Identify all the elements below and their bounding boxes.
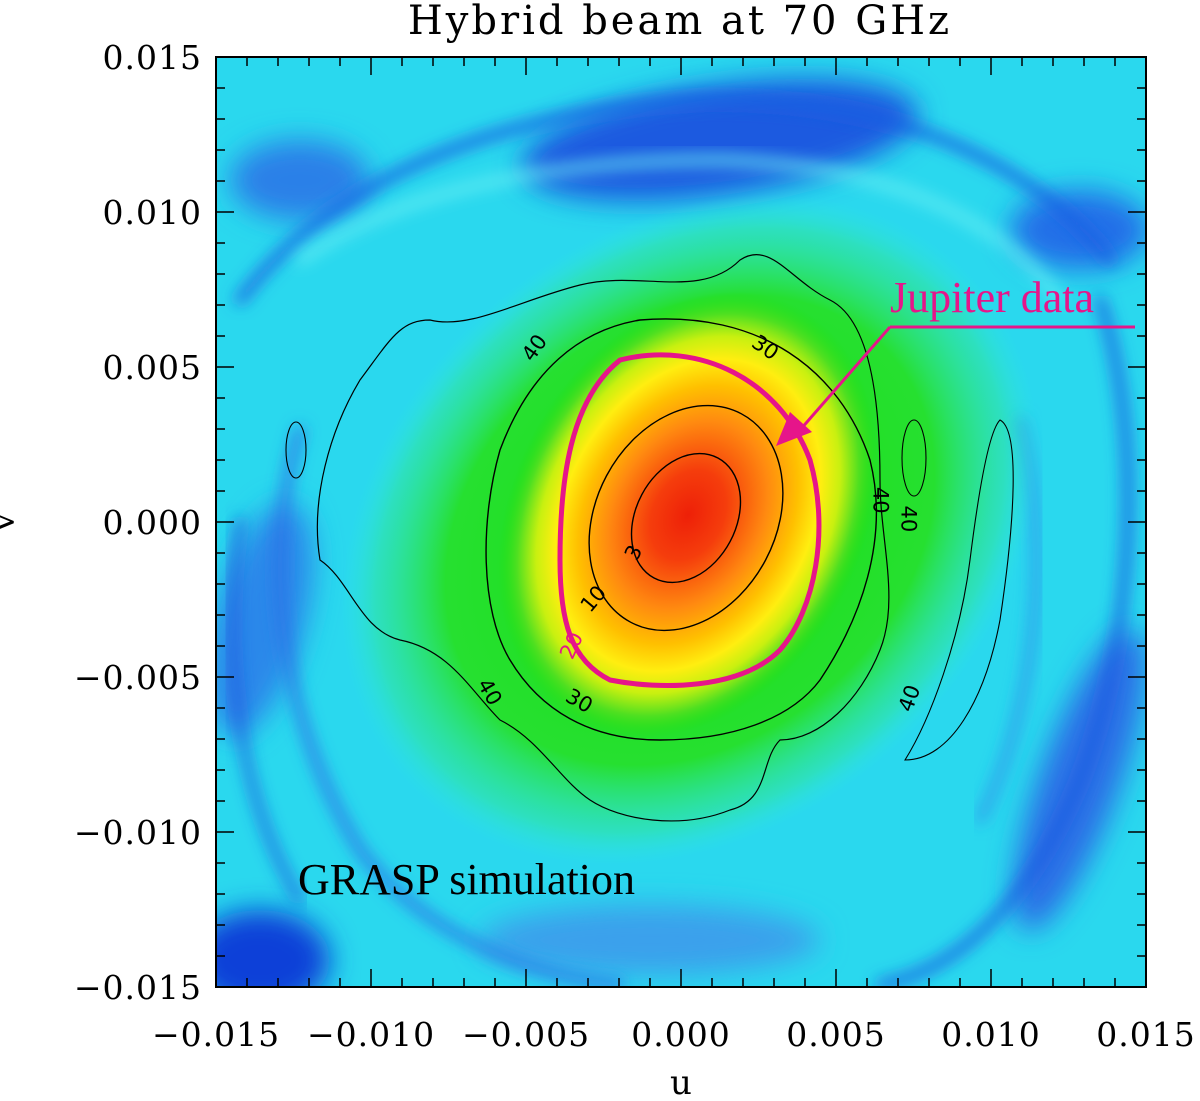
sidelobe-ring-6 — [229, 516, 304, 904]
contour-label: 40 — [868, 487, 892, 514]
axis-ticks — [215, 56, 1147, 988]
sidelobe-patch-topleft — [230, 140, 370, 220]
jupiter-data-label: Jupiter data — [890, 273, 1094, 322]
x-tick-label: 0.015 — [1096, 1015, 1195, 1054]
jupiter-arrow-line — [798, 326, 892, 431]
sidelobe-ring-5 — [275, 425, 625, 987]
y-tick-label: 0.010 — [103, 193, 202, 232]
contour-10db — [588, 404, 784, 632]
y-tick-label: −0.015 — [74, 968, 202, 1007]
sidelobe-patch-bottom — [480, 905, 820, 975]
contour-label: 40 — [896, 506, 920, 533]
beam-heatmap — [216, 57, 1146, 987]
contour-lines — [285, 254, 1014, 822]
x-tick-label: −0.005 — [462, 1015, 590, 1054]
x-tick-labels: −0.015 −0.010 −0.005 0.000 0.005 0.010 0.015 — [152, 1015, 1195, 1054]
y-tick-labels: 0.015 0.010 0.005 0.000 −0.005 −0.010 −0.015 — [74, 38, 202, 1007]
sidelobe-patch-bottomleft — [216, 910, 330, 987]
y-tick-label: 0.000 — [103, 503, 202, 542]
y-tick-label: 0.015 — [103, 38, 202, 77]
sidelobe-ring-2 — [296, 155, 1064, 304]
grasp-simulation-label: GRASP simulation — [298, 855, 635, 904]
y-tick-label: −0.010 — [74, 813, 202, 852]
y-tick-label: 0.005 — [103, 348, 202, 387]
contour-40db-island-right — [901, 419, 927, 497]
contour-30db — [485, 318, 877, 741]
x-tick-label: 0.005 — [786, 1015, 885, 1054]
beam-main-lobe — [498, 291, 878, 739]
sidelobe-ring-3 — [875, 295, 1133, 987]
y-axis-label: v — [0, 512, 23, 533]
x-tick-label: 0.010 — [941, 1015, 1040, 1054]
contour-3db — [630, 452, 742, 584]
sidelobe-rings — [229, 94, 1133, 987]
chart-title: Hybrid beam at 70 GHz — [408, 0, 952, 44]
x-tick-label: 0.000 — [631, 1015, 730, 1054]
y-tick-label: −0.005 — [74, 658, 202, 697]
contour-20db-jupiter — [557, 352, 822, 689]
sidelobe-ring-1 — [235, 94, 1115, 305]
contour-40db-sidelobe — [904, 419, 1014, 761]
x-axis-label: u — [670, 1063, 692, 1101]
x-tick-label: −0.015 — [152, 1015, 280, 1054]
contour-40db — [316, 254, 890, 822]
contour-40db-island-left — [285, 421, 307, 479]
x-tick-label: −0.010 — [307, 1015, 435, 1054]
jupiter-arrow-head — [776, 412, 812, 446]
